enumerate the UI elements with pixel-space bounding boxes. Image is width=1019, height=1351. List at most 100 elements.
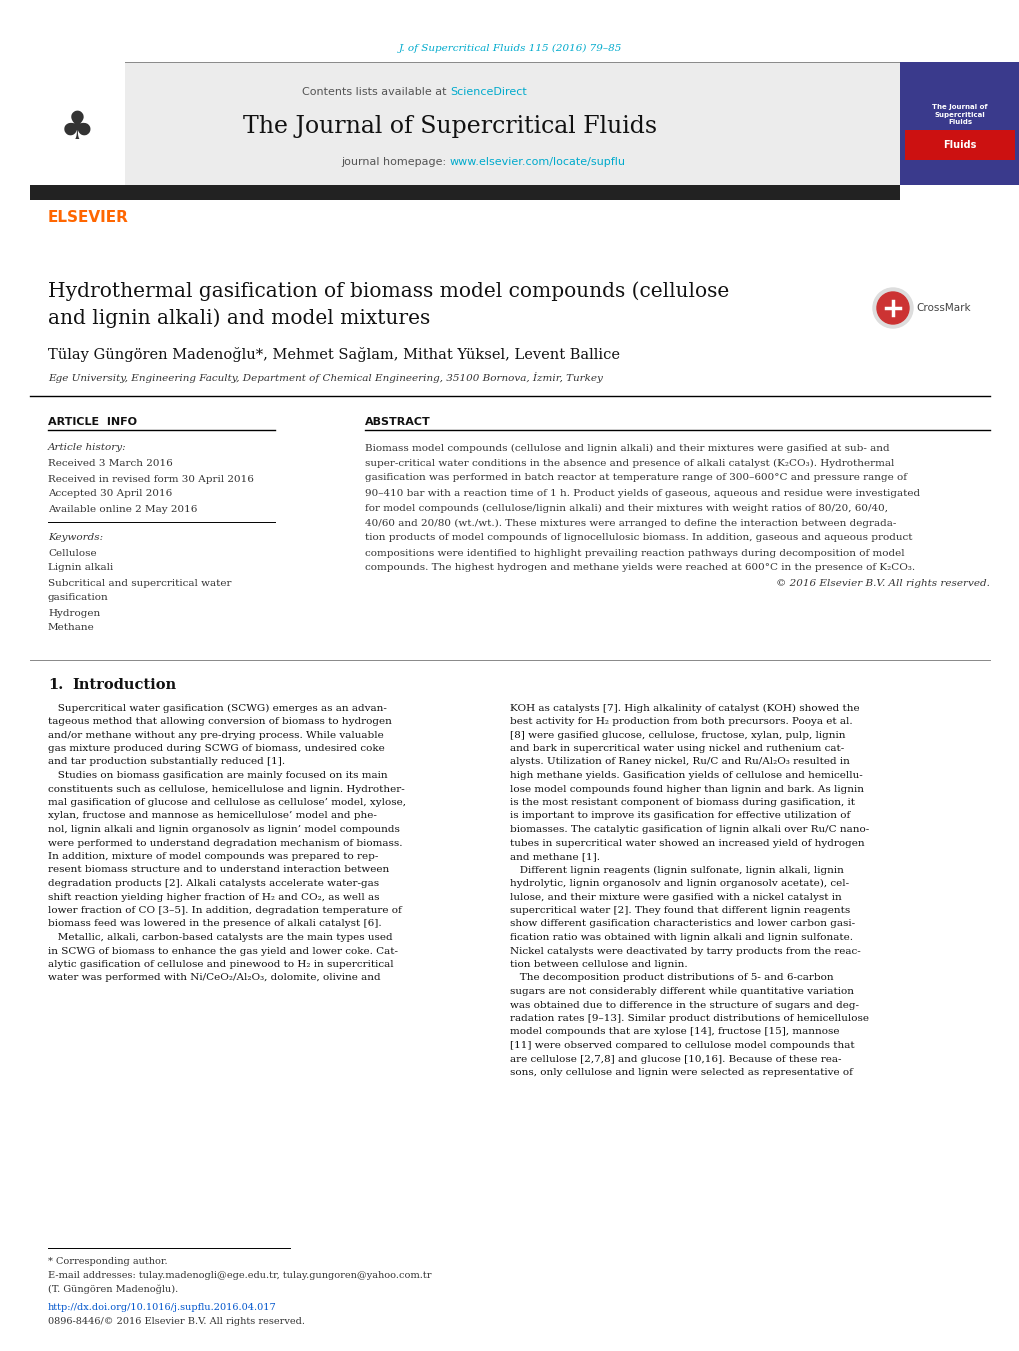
Text: resent biomass structure and to understand interaction between: resent biomass structure and to understa… — [48, 866, 389, 874]
Text: sons, only cellulose and lignin were selected as representative of: sons, only cellulose and lignin were sel… — [510, 1069, 852, 1077]
Text: CrossMark: CrossMark — [915, 303, 970, 313]
Text: Received 3 March 2016: Received 3 March 2016 — [48, 459, 172, 469]
Bar — [904, 130, 1014, 159]
Text: degradation products [2]. Alkali catalysts accelerate water-gas: degradation products [2]. Alkali catalys… — [48, 880, 379, 888]
Text: alysts. Utilization of Raney nickel, Ru/C and Ru/Al₂O₃ resulted in: alysts. Utilization of Raney nickel, Ru/… — [510, 758, 849, 766]
Text: constituents such as cellulose, hemicellulose and lignin. Hydrother-: constituents such as cellulose, hemicell… — [48, 785, 405, 793]
Text: tion between cellulose and lignin.: tion between cellulose and lignin. — [510, 961, 687, 969]
Text: Contents lists available at: Contents lists available at — [302, 86, 449, 97]
Text: are cellulose [2,7,8] and glucose [10,16]. Because of these rea-: are cellulose [2,7,8] and glucose [10,16… — [510, 1055, 841, 1063]
Text: ARTICLE  INFO: ARTICLE INFO — [48, 417, 137, 427]
Text: ♣: ♣ — [59, 109, 95, 147]
Text: Fluids: Fluids — [943, 141, 976, 150]
Text: 40/60 and 20/80 (wt./wt.). These mixtures were arranged to define the interactio: 40/60 and 20/80 (wt./wt.). These mixture… — [365, 519, 896, 527]
Text: ScienceDirect: ScienceDirect — [449, 86, 526, 97]
Text: and/or methane without any pre-drying process. While valuable: and/or methane without any pre-drying pr… — [48, 731, 383, 739]
Text: fication ratio was obtained with lignin alkali and lignin sulfonate.: fication ratio was obtained with lignin … — [510, 934, 852, 942]
Text: [11] were observed compared to cellulose model compounds that: [11] were observed compared to cellulose… — [510, 1042, 854, 1050]
Text: lower fraction of CO [3–5]. In addition, degradation temperature of: lower fraction of CO [3–5]. In addition,… — [48, 907, 401, 915]
Text: high methane yields. Gasification yields of cellulose and hemicellu-: high methane yields. Gasification yields… — [510, 771, 862, 780]
Text: The decomposition product distributions of 5- and 6-carbon: The decomposition product distributions … — [510, 974, 833, 982]
Text: Received in revised form 30 April 2016: Received in revised form 30 April 2016 — [48, 474, 254, 484]
Circle shape — [876, 292, 908, 324]
Text: alytic gasification of cellulose and pinewood to H₂ in supercritical: alytic gasification of cellulose and pin… — [48, 961, 393, 969]
Text: Tülay Güngören Madenoğlu*, Mehmet Sağlam, Mithat Yüksel, Levent Ballice: Tülay Güngören Madenoğlu*, Mehmet Sağlam… — [48, 347, 620, 362]
Text: water was performed with Ni/CeO₂/Al₂O₃, dolomite, olivine and: water was performed with Ni/CeO₂/Al₂O₃, … — [48, 974, 380, 982]
Text: Hydrogen: Hydrogen — [48, 608, 100, 617]
Text: super-critical water conditions in the absence and presence of alkali catalyst (: super-critical water conditions in the a… — [365, 458, 894, 467]
Text: sugars are not considerably different while quantitative variation: sugars are not considerably different wh… — [510, 988, 853, 996]
Text: is the most resistant component of biomass during gasification, it: is the most resistant component of bioma… — [510, 798, 854, 807]
Text: compounds. The highest hydrogen and methane yields were reached at 600°C in the : compounds. The highest hydrogen and meth… — [365, 563, 914, 573]
Text: supercritical water [2]. They found that different lignin reagents: supercritical water [2]. They found that… — [510, 907, 850, 915]
Text: http://dx.doi.org/10.1016/j.supflu.2016.04.017: http://dx.doi.org/10.1016/j.supflu.2016.… — [48, 1304, 276, 1313]
Text: © 2016 Elsevier B.V. All rights reserved.: © 2016 Elsevier B.V. All rights reserved… — [775, 578, 989, 588]
Text: ELSEVIER: ELSEVIER — [48, 211, 128, 226]
Text: hydrolytic, lignin organosolv and lignin organosolv acetate), cel-: hydrolytic, lignin organosolv and lignin… — [510, 880, 848, 888]
Text: Methane: Methane — [48, 624, 95, 632]
Bar — [30, 185, 899, 200]
Text: shift reaction yielding higher fraction of H₂ and CO₂, as well as: shift reaction yielding higher fraction … — [48, 893, 379, 901]
Text: Metallic, alkali, carbon-based catalysts are the main types used: Metallic, alkali, carbon-based catalysts… — [48, 934, 392, 942]
Text: Keywords:: Keywords: — [48, 534, 103, 543]
Text: In addition, mixture of model compounds was prepared to rep-: In addition, mixture of model compounds … — [48, 852, 378, 861]
Text: Ege University, Engineering Faculty, Department of Chemical Engineering, 35100 B: Ege University, Engineering Faculty, Dep… — [48, 373, 602, 384]
Text: The Journal of Supercritical Fluids: The Journal of Supercritical Fluids — [243, 115, 656, 139]
Text: Nickel catalysts were deactivated by tarry products from the reac-: Nickel catalysts were deactivated by tar… — [510, 947, 860, 955]
Circle shape — [872, 288, 912, 328]
Text: Subcritical and supercritical water: Subcritical and supercritical water — [48, 578, 231, 588]
Text: and lignin alkali) and model mixtures: and lignin alkali) and model mixtures — [48, 308, 430, 328]
Text: (T. Güngören Madenoğlu).: (T. Güngören Madenoğlu). — [48, 1285, 178, 1294]
Text: compositions were identified to highlight prevailing reaction pathways during de: compositions were identified to highligh… — [365, 549, 904, 558]
Text: mal gasification of glucose and cellulose as cellulose’ model, xylose,: mal gasification of glucose and cellulos… — [48, 798, 406, 807]
Text: and bark in supercritical water using nickel and ruthenium cat-: and bark in supercritical water using ni… — [510, 744, 844, 753]
Text: nol, lignin alkali and lignin organosolv as lignin’ model compounds: nol, lignin alkali and lignin organosolv… — [48, 825, 399, 834]
Text: KOH as catalysts [7]. High alkalinity of catalyst (KOH) showed the: KOH as catalysts [7]. High alkalinity of… — [510, 704, 859, 712]
Text: xylan, fructose and mannose as hemicellulose’ model and phe-: xylan, fructose and mannose as hemicellu… — [48, 812, 376, 820]
Text: Biomass model compounds (cellulose and lignin alkali) and their mixtures were ga: Biomass model compounds (cellulose and l… — [365, 443, 889, 453]
Text: best activity for H₂ production from both precursors. Pooya et al.: best activity for H₂ production from bot… — [510, 717, 852, 725]
Text: 1.: 1. — [48, 678, 63, 692]
Text: and tar production substantially reduced [1].: and tar production substantially reduced… — [48, 758, 285, 766]
Text: J. of Supercritical Fluids 115 (2016) 79–85: J. of Supercritical Fluids 115 (2016) 79… — [398, 43, 621, 53]
Text: lulose, and their mixture were gasified with a nickel catalyst in: lulose, and their mixture were gasified … — [510, 893, 841, 901]
Text: Accepted 30 April 2016: Accepted 30 April 2016 — [48, 489, 172, 499]
Text: The Journal of
Supercritical
Fluids: The Journal of Supercritical Fluids — [931, 104, 986, 126]
Text: show different gasification characteristics and lower carbon gasi-: show different gasification characterist… — [510, 920, 854, 928]
Text: Studies on biomass gasification are mainly focused on its main: Studies on biomass gasification are main… — [48, 771, 387, 780]
Text: model compounds that are xylose [14], fructose [15], mannose: model compounds that are xylose [14], fr… — [510, 1028, 839, 1036]
Text: Available online 2 May 2016: Available online 2 May 2016 — [48, 504, 198, 513]
Text: in SCWG of biomass to enhance the gas yield and lower coke. Cat-: in SCWG of biomass to enhance the gas yi… — [48, 947, 397, 955]
Text: Cellulose: Cellulose — [48, 549, 97, 558]
Text: tion products of model compounds of lignocellulosic biomass. In addition, gaseou: tion products of model compounds of lign… — [365, 534, 912, 543]
Text: were performed to understand degradation mechanism of biomass.: were performed to understand degradation… — [48, 839, 403, 847]
Text: [8] were gasified glucose, cellulose, fructose, xylan, pulp, lignin: [8] were gasified glucose, cellulose, fr… — [510, 731, 845, 739]
Text: biomasses. The catalytic gasification of lignin alkali over Ru/C nano-: biomasses. The catalytic gasification of… — [510, 825, 868, 834]
Text: Lignin alkali: Lignin alkali — [48, 563, 113, 573]
Text: Article history:: Article history: — [48, 443, 126, 453]
Text: Hydrothermal gasification of biomass model compounds (cellulose: Hydrothermal gasification of biomass mod… — [48, 281, 729, 301]
Text: 0896-8446/© 2016 Elsevier B.V. All rights reserved.: 0896-8446/© 2016 Elsevier B.V. All right… — [48, 1317, 305, 1327]
Text: biomass feed was lowered in the presence of alkali catalyst [6].: biomass feed was lowered in the presence… — [48, 920, 381, 928]
Bar — [30, 62, 899, 185]
Text: for model compounds (cellulose/lignin alkali) and their mixtures with weight rat: for model compounds (cellulose/lignin al… — [365, 504, 888, 512]
Text: Different lignin reagents (lignin sulfonate, lignin alkali, lignin: Different lignin reagents (lignin sulfon… — [510, 866, 843, 874]
Text: journal homepage:: journal homepage: — [341, 157, 449, 168]
Text: Supercritical water gasification (SCWG) emerges as an advan-: Supercritical water gasification (SCWG) … — [48, 704, 386, 712]
Text: gasification was performed in batch reactor at temperature range of 300–600°C an: gasification was performed in batch reac… — [365, 473, 906, 482]
Text: was obtained due to difference in the structure of sugars and deg-: was obtained due to difference in the st… — [510, 1001, 858, 1009]
Text: gasification: gasification — [48, 593, 109, 603]
Bar — [899, 62, 1019, 185]
Text: gas mixture produced during SCWG of biomass, undesired coke: gas mixture produced during SCWG of biom… — [48, 744, 384, 753]
Text: and methane [1].: and methane [1]. — [510, 852, 599, 861]
Text: lose model compounds found higher than lignin and bark. As lignin: lose model compounds found higher than l… — [510, 785, 863, 793]
Text: is important to improve its gasification for effective utilization of: is important to improve its gasification… — [510, 812, 850, 820]
Text: www.elsevier.com/locate/supflu: www.elsevier.com/locate/supflu — [449, 157, 626, 168]
Bar — [30, 62, 125, 185]
Text: Introduction: Introduction — [72, 678, 176, 692]
Text: * Corresponding author.: * Corresponding author. — [48, 1256, 167, 1266]
Text: radation rates [9–13]. Similar product distributions of hemicellulose: radation rates [9–13]. Similar product d… — [510, 1015, 868, 1023]
Text: tubes in supercritical water showed an increased yield of hydrogen: tubes in supercritical water showed an i… — [510, 839, 864, 847]
Text: tageous method that allowing conversion of biomass to hydrogen: tageous method that allowing conversion … — [48, 717, 391, 725]
Text: 90–410 bar with a reaction time of 1 h. Product yields of gaseous, aqueous and r: 90–410 bar with a reaction time of 1 h. … — [365, 489, 919, 497]
